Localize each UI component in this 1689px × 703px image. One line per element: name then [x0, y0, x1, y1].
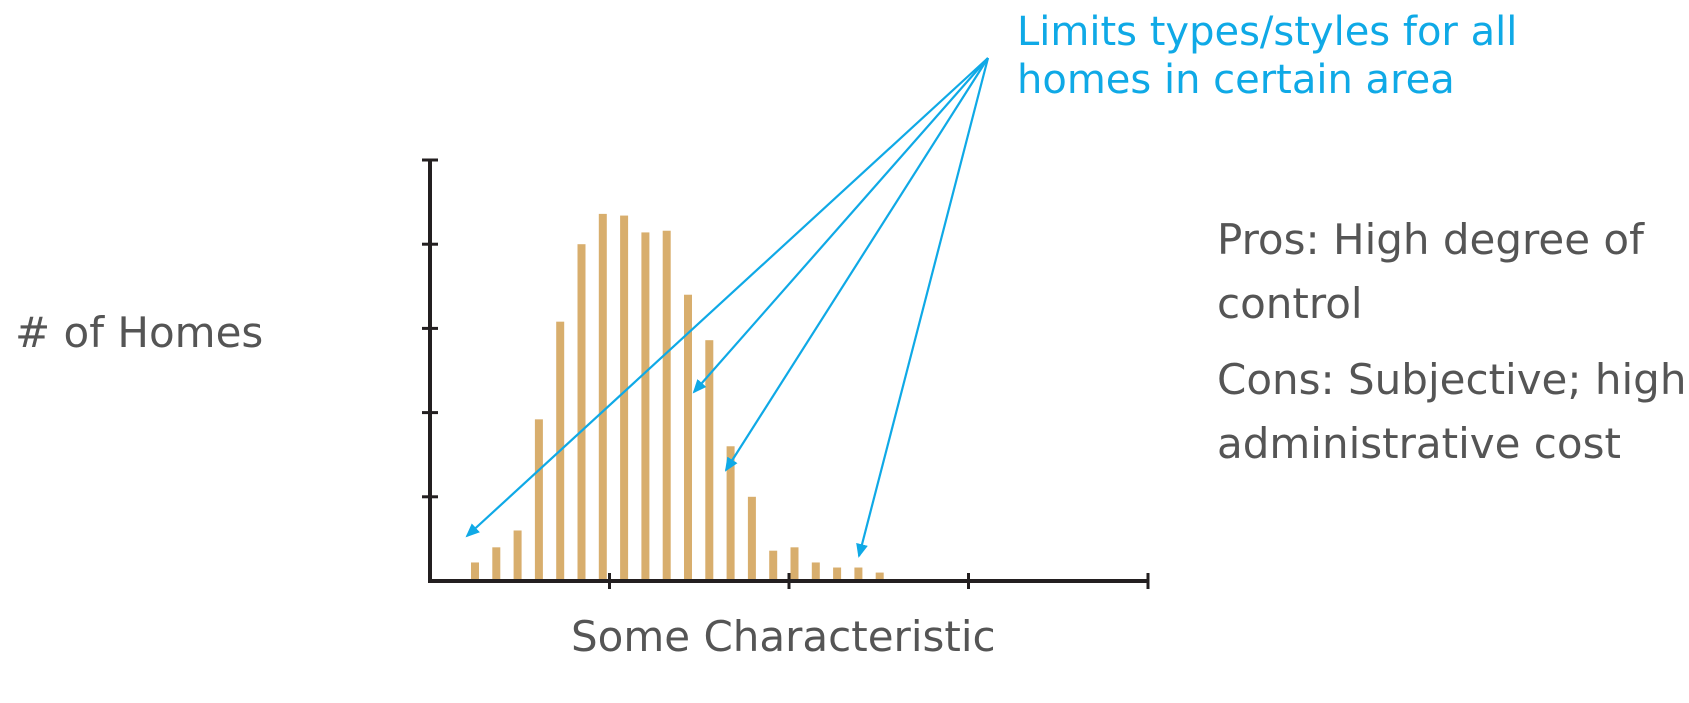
bar-7	[598, 213, 607, 581]
bar-8	[620, 215, 629, 581]
bar-3	[513, 530, 522, 581]
bar-15	[769, 550, 778, 581]
y-axis-label: # of Homes	[15, 308, 264, 357]
cons-note: Cons: Subjective; high administrative co…	[1217, 348, 1686, 476]
pros-line-1: Pros: High degree of	[1217, 215, 1644, 264]
bar-4	[534, 419, 543, 581]
cons-line-1: Cons: Subjective; high	[1217, 355, 1687, 404]
annotation-arrow-4	[856, 57, 990, 558]
annotation-line-1: Limits types/styles for all	[1017, 9, 1518, 55]
annotation-arrow-1	[465, 57, 989, 538]
bar-20	[875, 572, 884, 581]
bar-10	[662, 230, 671, 581]
x-axis-label: Some Characteristic	[571, 612, 996, 661]
bar-12	[705, 340, 714, 581]
bar-series	[471, 213, 884, 582]
annotation-arrow-2	[692, 57, 989, 394]
pros-note: Pros: High degree of control	[1217, 208, 1686, 336]
bar-16	[790, 547, 799, 581]
bar-13	[726, 446, 735, 581]
bar-2	[492, 547, 501, 581]
bar-14	[747, 496, 756, 581]
cons-line-2: administrative cost	[1217, 419, 1621, 468]
annotation-arrows	[465, 57, 990, 558]
pros-line-2: control	[1217, 279, 1363, 328]
bar-6	[577, 244, 586, 581]
annotation-arrow-3	[724, 57, 989, 472]
bar-18	[833, 567, 842, 581]
annotation-line-2: homes in certain area	[1017, 57, 1455, 103]
bar-19	[854, 567, 863, 581]
pros-cons-notes: Pros: High degree of control Cons: Subje…	[1217, 208, 1686, 488]
axes	[422, 158, 1150, 589]
annotation-callout: Limits types/styles for all homes in cer…	[1017, 8, 1517, 104]
bar-11	[684, 294, 692, 581]
bar-17	[811, 562, 820, 581]
bar-9	[641, 232, 650, 582]
bar-1	[471, 562, 479, 581]
